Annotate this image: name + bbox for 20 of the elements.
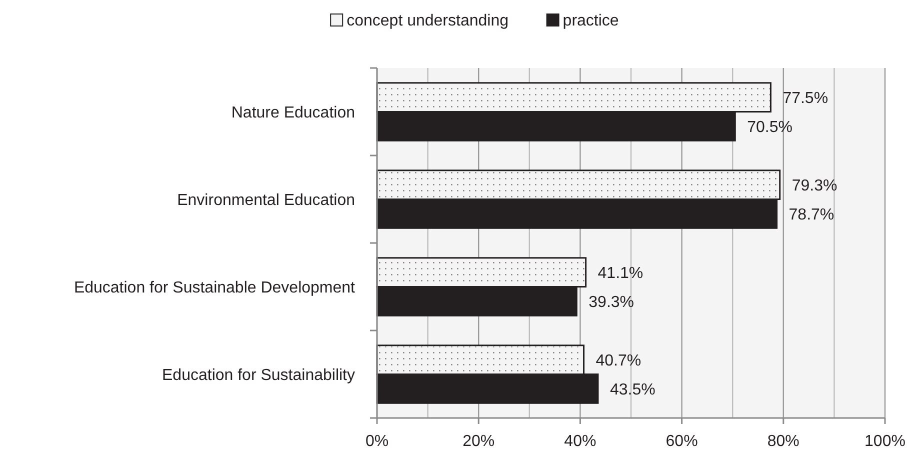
x-tick-label: 100% [864, 433, 906, 450]
x-tick-label: 0% [365, 433, 389, 450]
data-label: 77.5% [782, 90, 828, 107]
x-tick-label: 20% [462, 433, 495, 450]
x-tick-label: 60% [666, 433, 698, 450]
x-tick-label: 40% [564, 433, 596, 450]
y-tick-label: Environmental Education [177, 192, 355, 209]
data-label: 41.1% [598, 264, 644, 282]
data-label: 43.5% [610, 381, 656, 398]
x-tick-label: 80% [767, 433, 800, 450]
legend-label: practice [562, 12, 619, 30]
y-tick-label: Education for Sustainability [162, 366, 355, 384]
y-tick-label: Nature Education [231, 104, 355, 122]
legend-label: concept understanding [346, 12, 509, 30]
data-label: 78.7% [788, 206, 834, 224]
data-label: 40.7% [596, 352, 642, 370]
data-label: 39.3% [588, 294, 634, 311]
y-tick-label: Education for Sustainable Development [74, 279, 356, 296]
data-label: 70.5% [747, 118, 793, 136]
data-label: 79.3% [792, 177, 838, 194]
